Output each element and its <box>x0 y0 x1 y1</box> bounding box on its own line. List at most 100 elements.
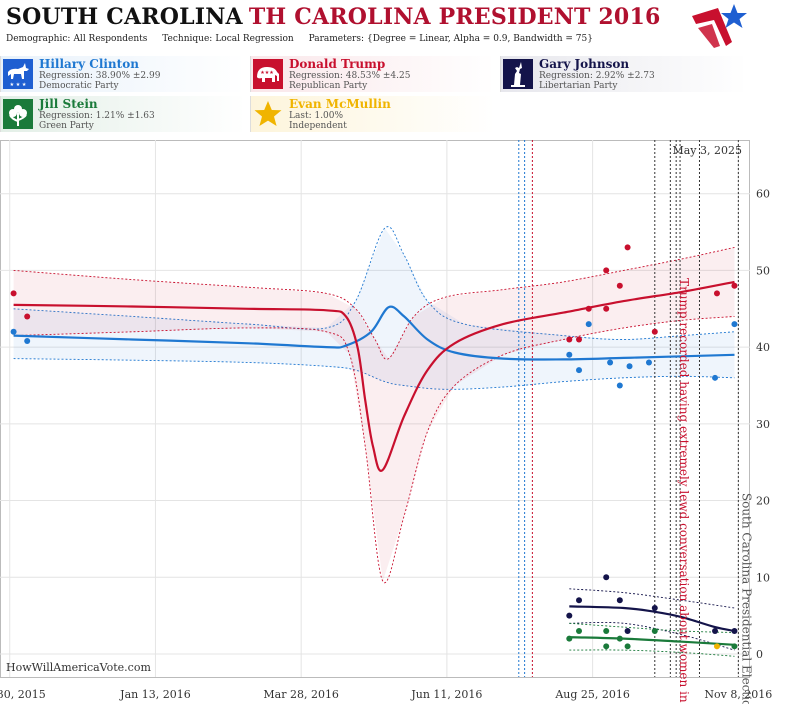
candidate-name: Donald Trump <box>289 57 386 71</box>
hillary-clinton-band <box>13 228 735 390</box>
y-tick-label: 0 <box>756 648 763 661</box>
confidence-bands <box>13 226 735 657</box>
jill-stein-poll-point <box>651 627 658 634</box>
candidate-name: Jill Stein <box>39 97 98 111</box>
hillary-clinton-upper-bound <box>13 226 735 340</box>
donald-trump-poll-point <box>566 336 573 343</box>
donald-trump-poll-point <box>651 328 658 335</box>
donald-trump-poll-point <box>603 305 610 312</box>
gary-johnson-trend-line <box>569 605 735 633</box>
donald-trump-poll-point <box>576 336 583 343</box>
donkey-icon: ★ ★ ★ <box>2 58 34 90</box>
candidate-regression: Last: 1.00% <box>289 111 344 121</box>
x-tick-label: Jan 13, 2016 <box>119 688 191 701</box>
demographic-value: All Respondents <box>73 34 148 44</box>
gary-johnson-poll-point <box>651 604 658 611</box>
event-lines <box>518 140 739 677</box>
gary-johnson-poll-point <box>603 574 610 581</box>
flag-star-logo-icon <box>692 4 747 48</box>
candidate-card-johnson: Gary Johnson Regression: 2.92% ±2.73 Lib… <box>500 56 748 92</box>
candidate-regression: Regression: 1.21% ±1.63 <box>39 111 155 121</box>
gary-johnson-poll-point <box>566 612 573 619</box>
y-tick-label: 40 <box>756 341 770 354</box>
candidate-party: Democratic Party <box>39 81 119 91</box>
poll-points <box>10 244 738 650</box>
jill-stein-trend-line <box>569 636 735 646</box>
title-race: TH CAROLINA PRESIDENT 2016 <box>248 4 661 30</box>
technique-value: Local Regression <box>215 34 294 44</box>
donald-trump-trend-line <box>13 280 735 472</box>
donald-trump-poll-point <box>624 244 631 251</box>
gary-johnson-poll-point <box>712 627 719 634</box>
candidate-card-stein: Jill Stein Regression: 1.21% ±1.63 Green… <box>0 96 246 132</box>
candidate-card-mcmullin: Evan McMullin Last: 1.00% Independent <box>250 96 496 132</box>
evan-mcmullin-poll-point <box>713 643 720 650</box>
gary-johnson-poll-point <box>576 597 583 604</box>
technique-label: Technique: <box>162 34 213 44</box>
svg-text:★★★: ★★★ <box>260 70 274 76</box>
candidate-party: Green Party <box>39 121 94 131</box>
annotations: Trump recorded having extremely lewd con… <box>677 278 753 704</box>
candidate-name: Evan McMullin <box>289 97 391 111</box>
star-icon <box>252 98 284 130</box>
donald-trump-poll-point <box>585 305 592 312</box>
hillary-clinton-poll-point <box>10 328 17 335</box>
regression-lines <box>13 280 735 646</box>
donald-trump-poll-point <box>24 313 31 320</box>
hillary-clinton-poll-point <box>645 359 652 366</box>
gary-johnson-poll-point <box>731 627 738 634</box>
y-tick-label: 60 <box>756 188 770 201</box>
x-tick-label: Mar 28, 2016 <box>263 688 339 701</box>
page-title: SOUTH CAROLINA TH CAROLINA PRESIDENT 2016 <box>6 4 660 30</box>
jill-stein-lower-bound <box>569 649 735 657</box>
candidate-card-trump: ★★★ Donald Trump Regression: 48.53% ±4.2… <box>250 56 496 92</box>
jill-stein-poll-point <box>603 627 610 634</box>
hillary-clinton-trend-line <box>13 305 735 361</box>
y-tick-label: 30 <box>756 418 770 431</box>
gary-johnson-upper-bound <box>569 588 735 609</box>
hillary-clinton-poll-point <box>731 321 738 328</box>
donald-trump-band <box>13 247 735 582</box>
title-state: SOUTH CAROLINA <box>6 4 243 30</box>
flower-icon <box>2 98 34 130</box>
x-tick-label: Nov 8, 2016 <box>704 688 772 701</box>
hillary-clinton-poll-point <box>626 363 633 370</box>
donald-trump-poll-point <box>731 282 738 289</box>
y-tick-label: 50 <box>756 264 770 277</box>
date-label: May 3, 2025 <box>672 144 742 157</box>
candidate-regression: Regression: 38.90% ±2.99 <box>39 71 161 81</box>
jill-stein-poll-point <box>566 635 573 642</box>
candidate-party: Independent <box>289 121 347 131</box>
hillary-clinton-poll-point <box>616 382 623 389</box>
y-tick-label: 10 <box>756 571 770 584</box>
x-tick-label: Aug 25, 2016 <box>554 688 630 701</box>
event-annotation: Trump recorded having extremely lewd con… <box>677 278 691 704</box>
hillary-clinton-poll-point <box>607 359 614 366</box>
donald-trump-poll-point <box>616 282 623 289</box>
parameters-line: Demographic: All Respondents Technique: Lo… <box>6 34 605 44</box>
jill-stein-poll-point <box>616 635 623 642</box>
demographic-label: Demographic: <box>6 34 71 44</box>
candidate-card-clinton: ★ ★ ★ Hillary Clinton Regression: 38.90%… <box>0 56 246 92</box>
candidate-regression: Regression: 2.92% ±2.73 <box>539 71 655 81</box>
jill-stein-poll-point <box>731 643 738 650</box>
hillary-clinton-poll-point <box>576 367 583 374</box>
parameters-label: Parameters: <box>308 34 365 44</box>
candidate-regression: Regression: 48.53% ±4.25 <box>289 71 411 81</box>
statue-of-liberty-icon <box>502 58 534 90</box>
watermark: HowWillAmericaVote.com <box>6 661 151 674</box>
x-tick-label: Oct 30, 2015 <box>0 688 46 701</box>
x-tick-label: Jun 11, 2016 <box>410 688 482 701</box>
hillary-clinton-poll-point <box>585 321 592 328</box>
hillary-clinton-lower-bound <box>13 358 735 390</box>
hillary-clinton-poll-point <box>24 337 31 344</box>
svg-text:★ ★ ★: ★ ★ ★ <box>10 82 27 88</box>
axes: 0 10 20 30 40 50 60 Oct 30, 2015 Jan 13, 2016 Mar… <box>0 144 772 701</box>
parameters-value: {Degree = Linear, Alpha = 0.9, Bandwidth… <box>367 34 593 44</box>
hillary-clinton-poll-point <box>712 374 719 381</box>
polling-chart: 0 10 20 30 40 50 60 Oct 30, 2015 Jan 13, 2016 Mar… <box>0 140 772 704</box>
candidate-party: Libertarian Party <box>539 81 618 91</box>
gary-johnson-poll-point <box>624 627 631 634</box>
chart-header: SOUTH CAROLINA TH CAROLINA PRESIDENT 2016… <box>0 0 750 52</box>
candidate-name: Gary Johnson <box>539 57 630 71</box>
